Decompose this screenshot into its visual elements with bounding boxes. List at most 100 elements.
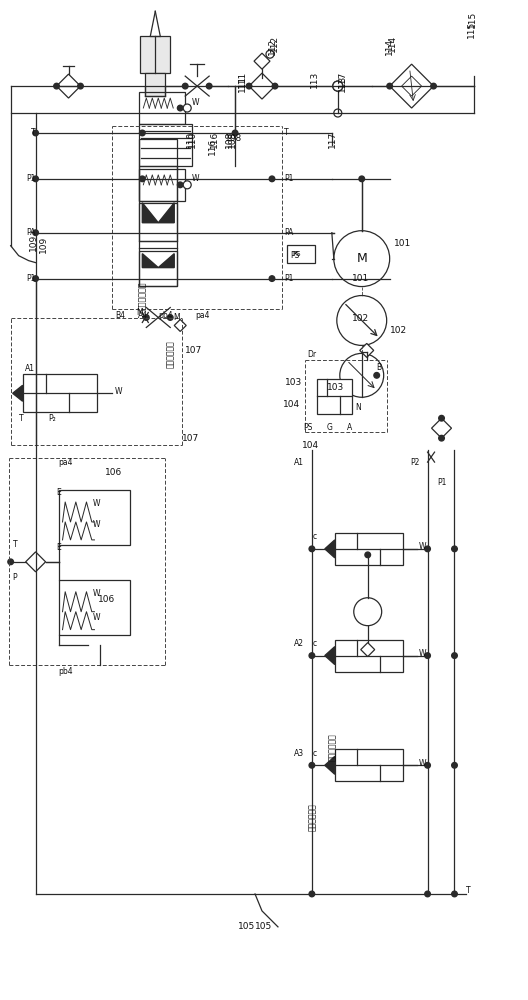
Circle shape: [431, 83, 436, 89]
Text: W: W: [192, 98, 200, 107]
Polygon shape: [26, 552, 45, 572]
Polygon shape: [431, 418, 451, 438]
Text: 111: 111: [238, 74, 247, 92]
Circle shape: [439, 415, 445, 421]
Polygon shape: [325, 540, 335, 558]
Text: W: W: [419, 542, 426, 551]
Circle shape: [33, 130, 39, 136]
Text: M: M: [356, 252, 367, 265]
Circle shape: [144, 315, 149, 320]
Circle shape: [374, 373, 380, 378]
Text: 115: 115: [467, 11, 476, 28]
Bar: [59, 580, 130, 635]
Bar: [139, 92, 185, 124]
Polygon shape: [361, 643, 375, 657]
Text: 105: 105: [255, 922, 272, 931]
Text: 110: 110: [188, 130, 197, 148]
Text: T: T: [284, 128, 289, 137]
Text: B: B: [376, 363, 382, 372]
Circle shape: [309, 546, 315, 552]
Polygon shape: [174, 319, 186, 331]
Text: W: W: [419, 649, 426, 658]
Polygon shape: [254, 53, 270, 69]
Text: E: E: [56, 543, 61, 552]
Text: P1: P1: [284, 174, 294, 183]
Text: P2: P2: [410, 458, 420, 467]
Text: P1: P1: [437, 478, 447, 487]
Bar: [145, 73, 165, 96]
Text: 106: 106: [98, 595, 116, 604]
Circle shape: [246, 83, 252, 89]
Text: 105: 105: [238, 922, 256, 931]
Text: W: W: [115, 387, 122, 396]
Text: T: T: [31, 128, 35, 137]
Text: 116: 116: [208, 137, 217, 155]
Text: 108: 108: [228, 130, 237, 148]
Text: 104: 104: [302, 441, 319, 450]
Text: P1: P1: [26, 174, 35, 183]
Circle shape: [33, 176, 39, 182]
Text: PS: PS: [292, 251, 300, 257]
Circle shape: [33, 230, 39, 235]
Text: W: W: [92, 613, 100, 622]
Polygon shape: [325, 756, 335, 774]
Text: 112: 112: [268, 38, 277, 55]
Text: P₂: P₂: [49, 414, 56, 423]
Text: A2: A2: [294, 639, 304, 648]
Circle shape: [206, 83, 212, 89]
Text: （挖掘动力）: （挖掘动力）: [308, 803, 317, 831]
Text: T: T: [13, 540, 17, 549]
Circle shape: [452, 653, 457, 658]
Bar: [139, 139, 177, 286]
Circle shape: [54, 83, 59, 89]
Text: 112: 112: [270, 35, 279, 52]
Text: 107: 107: [185, 346, 202, 355]
Text: 108: 108: [225, 130, 234, 148]
Text: 114: 114: [385, 38, 394, 55]
Circle shape: [452, 763, 457, 768]
Text: 103: 103: [327, 383, 344, 392]
Text: 101: 101: [352, 274, 369, 283]
Circle shape: [334, 109, 342, 117]
Text: 103: 103: [285, 378, 302, 387]
Polygon shape: [360, 343, 374, 357]
Bar: [139, 251, 177, 286]
Text: A3: A3: [294, 749, 304, 758]
Text: c: c: [313, 749, 317, 758]
Bar: [335, 640, 403, 672]
Bar: [335, 533, 403, 565]
Circle shape: [8, 559, 13, 565]
Text: 101: 101: [394, 239, 411, 248]
Circle shape: [182, 83, 188, 89]
Text: T: T: [18, 414, 23, 423]
Text: pa4: pa4: [59, 458, 73, 467]
Circle shape: [452, 546, 457, 552]
Circle shape: [425, 546, 430, 552]
Text: A4: A4: [138, 311, 148, 320]
Text: 113: 113: [338, 74, 347, 92]
Circle shape: [439, 435, 445, 441]
Bar: [140, 36, 170, 73]
Text: B4: B4: [116, 311, 125, 320]
Text: 117: 117: [338, 70, 347, 88]
Circle shape: [183, 181, 191, 189]
Text: 102: 102: [390, 326, 407, 335]
Circle shape: [177, 105, 183, 111]
Circle shape: [452, 891, 457, 897]
Circle shape: [177, 182, 183, 188]
Text: 102: 102: [352, 314, 369, 323]
Bar: [139, 169, 185, 201]
Text: T: T: [466, 886, 471, 895]
Polygon shape: [325, 647, 335, 665]
Circle shape: [387, 83, 392, 89]
Circle shape: [334, 231, 390, 287]
Text: PS: PS: [303, 423, 312, 432]
Text: P1: P1: [26, 274, 35, 283]
Text: PS: PS: [290, 251, 299, 260]
Text: pa4: pa4: [195, 311, 210, 320]
Text: M: M: [136, 308, 143, 317]
Circle shape: [309, 891, 315, 897]
Circle shape: [139, 176, 145, 182]
Bar: [317, 379, 352, 414]
Text: PA: PA: [284, 228, 294, 237]
